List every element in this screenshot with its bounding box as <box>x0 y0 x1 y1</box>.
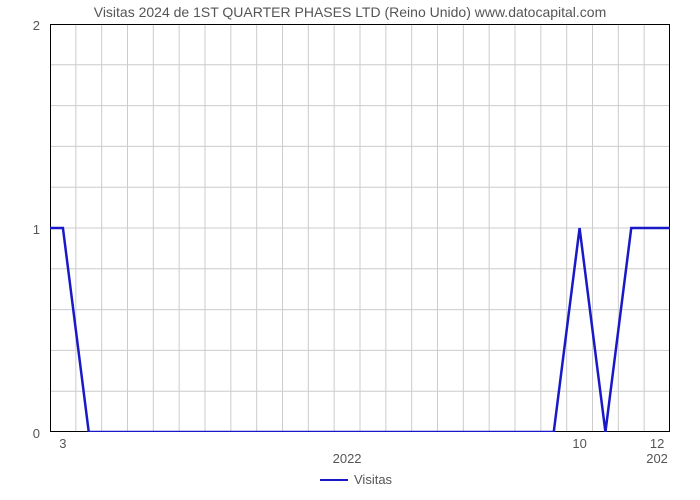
x-tick-label: 10 <box>572 436 586 451</box>
x-category-label: 2022 <box>333 451 362 466</box>
y-tick-label: 0 <box>0 426 40 441</box>
legend-swatch <box>320 479 348 481</box>
x-tick-label: 12 <box>650 436 664 451</box>
chart-svg <box>50 24 670 432</box>
legend: Visitas <box>320 472 392 487</box>
plot-area <box>50 24 670 432</box>
x-category-label: 202 <box>646 451 668 466</box>
x-tick-label: 3 <box>59 436 66 451</box>
y-tick-label: 1 <box>0 222 40 237</box>
chart-title: Visitas 2024 de 1ST QUARTER PHASES LTD (… <box>0 4 700 20</box>
legend-label: Visitas <box>354 472 392 487</box>
y-tick-label: 2 <box>0 18 40 33</box>
